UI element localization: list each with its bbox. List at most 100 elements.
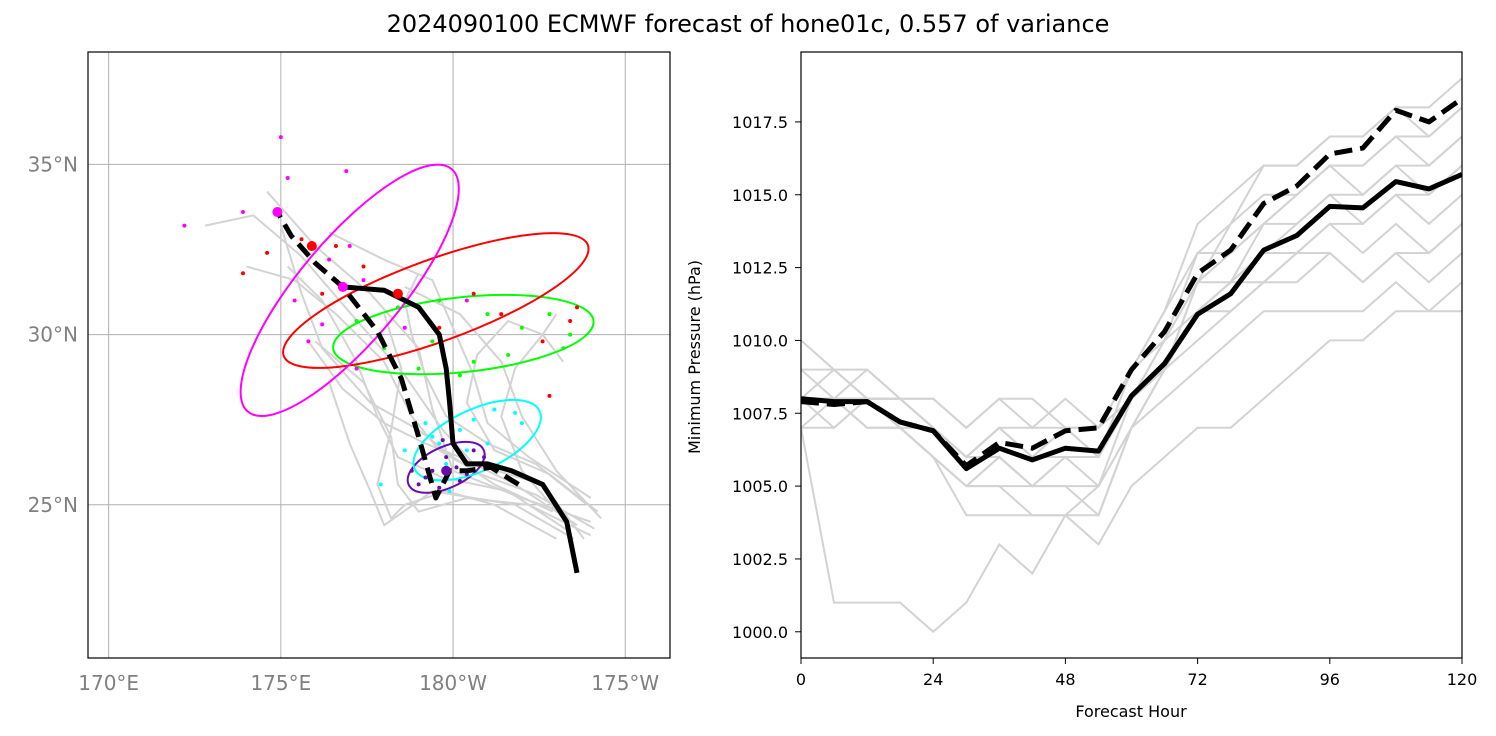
ensemble-pressure-line xyxy=(801,106,1462,517)
ensemble-point-day1 xyxy=(444,455,449,460)
mean-tracks xyxy=(275,210,580,574)
ensemble-point-day5 xyxy=(354,366,359,371)
ensemble-point-day4 xyxy=(547,393,552,398)
ensemble-track xyxy=(328,381,575,540)
ensemble-point-day1 xyxy=(457,478,462,483)
ensemble-point-day4 xyxy=(471,291,476,296)
y-tick-label: 1002.5 xyxy=(732,550,788,569)
ensemble-point-day5 xyxy=(327,257,332,262)
ensemble-pressure-line xyxy=(801,164,1462,488)
y-tick-label: 1007.5 xyxy=(732,404,788,423)
ensemble-point-day4 xyxy=(540,339,545,344)
map-x-tick-label: 180°W xyxy=(419,671,487,695)
ensemble-point-day2 xyxy=(444,461,449,466)
ensemble-point-day1 xyxy=(471,448,476,453)
ensemble-track xyxy=(286,265,571,533)
y-tick-label: 1017.5 xyxy=(732,113,788,132)
ensemble-points xyxy=(182,135,580,497)
ensemble-point-day5 xyxy=(344,169,349,174)
ensemble-point-day3 xyxy=(395,305,400,310)
ensemble-point-day3 xyxy=(457,373,462,378)
ensemble-track xyxy=(500,313,564,520)
y-axis-label: Minimum Pressure (hPa) xyxy=(685,260,704,454)
ensemble-point-day5 xyxy=(240,210,245,215)
ellipse-day4 xyxy=(282,232,590,369)
y-tick-label: 1000.0 xyxy=(732,623,788,642)
ensemble-point-day5 xyxy=(361,278,366,283)
ensemble-point-day2 xyxy=(430,434,435,439)
map-y-tick-label: 25°N xyxy=(28,493,78,517)
ensemble-point-day1 xyxy=(482,455,487,460)
ensemble-point-day5 xyxy=(285,175,290,180)
map-axes-frame xyxy=(87,51,671,659)
ensemble-point-day2 xyxy=(492,407,497,412)
mean-track-dashed xyxy=(275,210,520,501)
ensemble-point-day5 xyxy=(464,298,469,303)
ensemble-track xyxy=(279,225,554,513)
ensemble-point-day3 xyxy=(519,325,524,330)
ensemble-track xyxy=(314,340,592,537)
ensemble-point-day5 xyxy=(292,298,297,303)
map-gridlines xyxy=(88,52,670,658)
ensemble-point-day4 xyxy=(361,264,366,269)
ensemble-point-day1 xyxy=(440,438,445,443)
ensemble-track xyxy=(404,286,602,520)
ensemble-point-day1 xyxy=(409,468,414,473)
ensemble-track xyxy=(246,265,595,530)
map-x-tick-label: 175°W xyxy=(591,671,659,695)
ellipse-day3 xyxy=(332,293,595,376)
ensemble-point-day2 xyxy=(519,421,524,426)
map-y-tick-label: 35°N xyxy=(28,152,78,176)
ellipse-day1 xyxy=(406,440,486,494)
mean-position-point xyxy=(392,288,403,299)
ensemble-point-day4 xyxy=(240,271,245,276)
ensemble-point-day4 xyxy=(299,237,304,242)
ensemble-point-day1 xyxy=(423,475,428,480)
ensemble-point-day2 xyxy=(457,427,462,432)
ensemble-point-day1 xyxy=(430,468,435,473)
x-tick-label: 24 xyxy=(923,670,943,689)
ensemble-track xyxy=(465,319,599,513)
ensemble-track xyxy=(204,214,585,540)
pressure-series xyxy=(801,96,1462,472)
ensemble-pressure-line xyxy=(801,223,1462,488)
pressure-axes-frame xyxy=(800,51,1463,659)
map-x-tick-label: 170°E xyxy=(78,671,139,695)
ensemble-point-day4 xyxy=(320,291,325,296)
ensemble-pressure-line xyxy=(801,77,1462,517)
ensemble-point-day3 xyxy=(568,332,573,337)
ensemble-point-day2 xyxy=(402,448,407,453)
mean-position-point xyxy=(306,241,317,252)
y-tick-label: 1012.5 xyxy=(732,259,788,278)
map-tick-labels: 170°E 175°E 180°W 175°W 25°N 30°N 35°N xyxy=(28,152,660,695)
ensemble-point-day4 xyxy=(499,312,504,317)
x-tick-label: 120 xyxy=(1447,670,1478,689)
ensemble-point-day1 xyxy=(437,485,442,490)
ensemble-point-day5 xyxy=(278,135,283,140)
ensemble-pressure-line xyxy=(801,310,1462,634)
x-axis-label: Forecast Hour xyxy=(1075,702,1187,721)
ensemble-pressure-line xyxy=(801,193,1462,459)
ensemble-point-day3 xyxy=(561,346,566,351)
x-tick-label: 72 xyxy=(1187,670,1207,689)
y-tick-label: 1015.0 xyxy=(732,186,788,205)
ensemble-track xyxy=(328,231,592,499)
ensemble-point-day3 xyxy=(506,353,511,357)
mean-position-point xyxy=(272,207,283,218)
mean-position-point xyxy=(441,465,452,476)
ensemble-point-day2 xyxy=(423,421,428,426)
track-map-panel: 170°E 175°E 180°W 175°W 25°N 30°N 35°N xyxy=(28,51,671,695)
ensemble-point-day2 xyxy=(437,441,442,446)
ensemble-point-day2 xyxy=(378,482,383,487)
ensemble-point-day5 xyxy=(320,322,325,327)
ensemble-pressure-lines xyxy=(801,77,1462,634)
mean-points xyxy=(272,207,452,476)
ensemble-point-day4 xyxy=(568,318,573,323)
x-tick-label: 0 xyxy=(796,670,806,689)
ensemble-point-day4 xyxy=(575,305,580,310)
mean-track-solid xyxy=(342,284,580,574)
mean-position-point xyxy=(337,281,348,292)
pressure-series-dashed xyxy=(801,96,1462,469)
ensemble-point-day2 xyxy=(464,448,469,453)
ensemble-point-day3 xyxy=(547,312,552,317)
